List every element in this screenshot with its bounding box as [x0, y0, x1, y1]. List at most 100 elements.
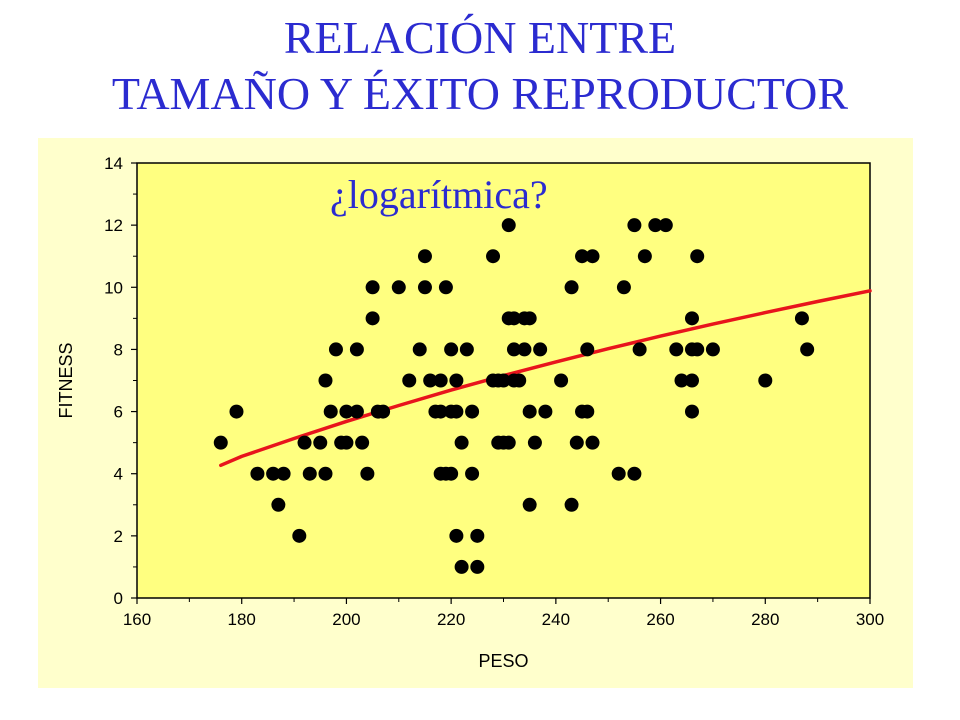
data-point	[554, 373, 569, 388]
data-point	[266, 466, 281, 481]
x-tick-label: 260	[646, 610, 674, 629]
y-axis-label: FITNESS	[56, 342, 76, 418]
data-point	[449, 373, 464, 388]
data-point	[794, 311, 809, 326]
x-tick-label: 160	[123, 610, 151, 629]
data-point	[402, 373, 417, 388]
trend-layer	[219, 289, 872, 468]
data-point	[349, 342, 364, 357]
x-tick-label: 180	[228, 610, 256, 629]
data-point	[365, 280, 380, 295]
axis-layer: 160 180 200 220 240 260 280 300 0 2 4 6 8 10 12 14	[104, 154, 884, 629]
data-point	[580, 342, 595, 357]
data-point	[658, 218, 673, 233]
page-title: RELACIÓN ENTRE TAMAÑO Y ÉXITO REPRODUCTO…	[0, 10, 960, 122]
data-point	[506, 342, 521, 357]
data-point	[449, 404, 464, 419]
data-point	[538, 404, 553, 419]
title-line-2: TAMAÑO Y ÉXITO REPRODUCTOR	[111, 68, 849, 119]
data-point	[444, 466, 459, 481]
data-point	[800, 342, 815, 357]
x-tick-label: 240	[542, 610, 570, 629]
data-point	[313, 435, 328, 450]
x-axis-label: PESO	[478, 651, 528, 671]
data-point	[496, 373, 511, 388]
x-tick-label: 220	[437, 610, 465, 629]
data-point	[433, 404, 448, 419]
data-point	[465, 466, 480, 481]
data-point	[627, 218, 642, 233]
data-point	[349, 404, 364, 419]
data-point	[585, 249, 600, 264]
data-point	[501, 435, 516, 450]
data-point	[758, 373, 773, 388]
title-line-1: RELACIÓN ENTRE	[283, 12, 677, 63]
x-tick-label: 280	[751, 610, 779, 629]
data-point	[611, 466, 626, 481]
data-point	[465, 404, 480, 419]
data-point	[533, 342, 548, 357]
data-point	[339, 435, 354, 450]
data-point	[365, 311, 380, 326]
data-point	[616, 280, 631, 295]
data-point	[454, 435, 469, 450]
data-point	[501, 218, 516, 233]
data-point	[376, 404, 391, 419]
y-tick-label: 8	[114, 340, 123, 359]
data-point	[444, 342, 459, 357]
data-point	[705, 342, 720, 357]
data-point	[517, 342, 532, 357]
data-point	[360, 466, 375, 481]
data-point	[684, 311, 699, 326]
data-point	[486, 249, 501, 264]
y-tick-label: 4	[114, 465, 123, 484]
data-point	[417, 280, 432, 295]
data-point	[302, 466, 317, 481]
y-tick-label: 0	[114, 589, 123, 608]
data-point	[564, 497, 579, 512]
data-point	[580, 404, 595, 419]
data-point	[438, 280, 453, 295]
data-point	[433, 373, 448, 388]
data-point	[449, 528, 464, 543]
data-point	[648, 218, 663, 233]
data-point	[674, 373, 689, 388]
data-point	[684, 373, 699, 388]
data-point	[527, 435, 542, 450]
data-point	[522, 311, 537, 326]
chart-annotation: ¿logarítmica?	[330, 172, 548, 217]
data-point	[423, 373, 438, 388]
data-point	[417, 249, 432, 264]
data-point	[690, 249, 705, 264]
data-point	[391, 280, 406, 295]
data-point	[412, 342, 427, 357]
points-layer	[213, 218, 815, 574]
y-tick-label: 6	[114, 403, 123, 422]
y-tick-label: 2	[114, 527, 123, 546]
trend-line	[219, 289, 872, 468]
data-point	[522, 497, 537, 512]
data-point	[690, 342, 705, 357]
data-point	[339, 404, 354, 419]
y-tick-label: 10	[104, 278, 123, 297]
data-point	[323, 404, 338, 419]
data-point	[569, 435, 584, 450]
y-tick-label: 14	[104, 154, 123, 173]
data-point	[669, 342, 684, 357]
data-point	[328, 342, 343, 357]
data-point	[575, 249, 590, 264]
data-point	[250, 466, 265, 481]
data-point	[684, 404, 699, 419]
data-point	[271, 497, 286, 512]
data-point	[276, 466, 291, 481]
data-point	[585, 435, 600, 450]
data-point	[297, 435, 312, 450]
data-point	[632, 342, 647, 357]
data-point	[522, 404, 537, 419]
data-point	[627, 466, 642, 481]
data-point	[229, 404, 244, 419]
data-point	[564, 280, 579, 295]
plot-area	[136, 162, 871, 599]
data-point	[355, 435, 370, 450]
